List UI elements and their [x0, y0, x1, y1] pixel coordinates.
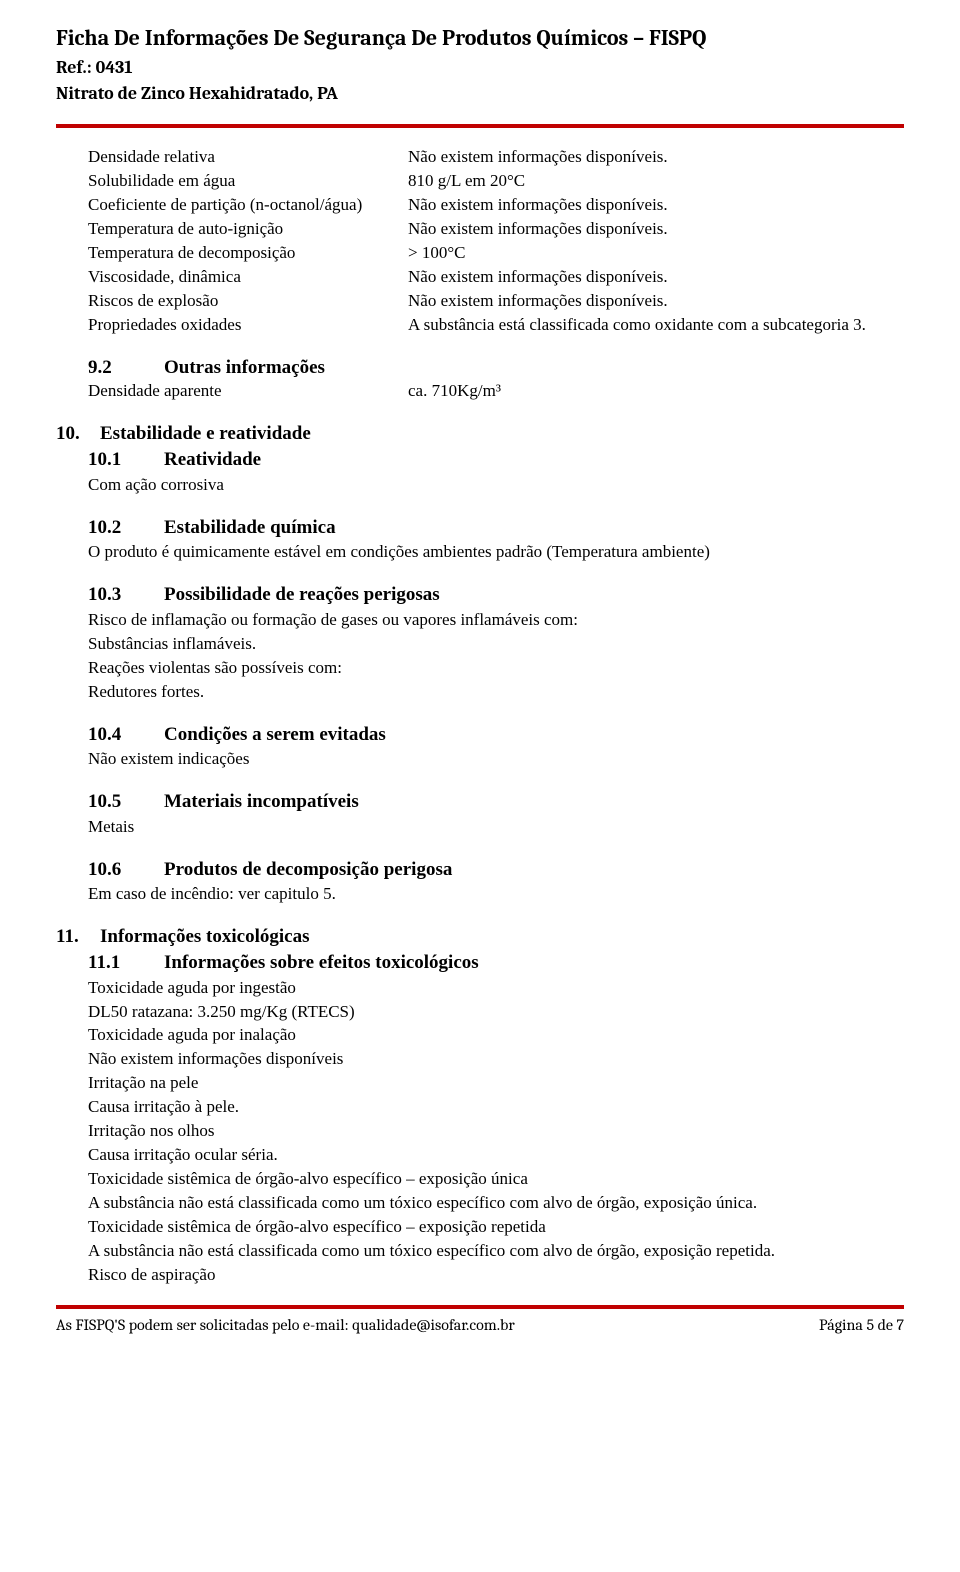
- table-row: Temperatura de decomposição> 100°C: [88, 242, 904, 265]
- prop-value: Não existem informações disponíveis.: [408, 194, 904, 217]
- prop-value: Não existem informações disponíveis.: [408, 218, 904, 241]
- prop-label: Densidade relativa: [88, 146, 408, 169]
- section-10-heading: 10.Estabilidade e reatividade: [56, 421, 904, 447]
- body-line: Substâncias inflamáveis.: [88, 633, 904, 656]
- footer-rule: [56, 1305, 904, 1309]
- doc-product: Nitrato de Zinco Hexahidratado, PA: [56, 82, 904, 106]
- body-line: Reações violentas são possíveis com:: [88, 657, 904, 680]
- body-line: DL50 ratazana: 3.250 mg/Kg (RTECS): [88, 1001, 904, 1024]
- section-11-1-heading: 11.1Informações sobre efeitos toxicológi…: [88, 950, 904, 976]
- footer-email: As FISPQ'S podem ser solicitadas pelo e-…: [56, 1315, 515, 1337]
- prop-label: Solubilidade em água: [88, 170, 408, 193]
- section-num: 9.2: [88, 355, 164, 381]
- prop-label: Propriedades oxidades: [88, 314, 408, 337]
- body-text: Em caso de incêndio: ver capitulo 5.: [88, 883, 904, 906]
- table-row: Solubilidade em água810 g/L em 20°C: [88, 170, 904, 193]
- body-line: Causa irritação ocular séria.: [88, 1144, 904, 1167]
- prop-label: Viscosidade, dinâmica: [88, 266, 408, 289]
- section-title: Materiais incompatíveis: [164, 791, 359, 812]
- table-row: Riscos de explosãoNão existem informaçõe…: [88, 290, 904, 313]
- table-row: Coeficiente de partição (n-octanol/água)…: [88, 194, 904, 217]
- prop-label: Riscos de explosão: [88, 290, 408, 313]
- section-title: Estabilidade e reatividade: [100, 423, 311, 444]
- page-content: Densidade relativaNão existem informaçõe…: [56, 146, 904, 1286]
- header-rule: [56, 124, 904, 128]
- body-line: Toxicidade sistêmica de órgão-alvo espec…: [88, 1216, 904, 1239]
- section-title: Condições a serem evitadas: [164, 724, 386, 745]
- body-line: Redutores fortes.: [88, 681, 904, 704]
- body-line: Toxicidade aguda por ingestão: [88, 977, 904, 1000]
- section-10-3-heading: 10.3Possibilidade de reações perigosas: [88, 582, 904, 608]
- body-text: Risco de inflamação ou formação de gases…: [88, 609, 904, 704]
- table-row: Densidade aparente ca. 710Kg/m³: [88, 380, 904, 403]
- section-title: Estabilidade química: [164, 517, 336, 538]
- section-title: Informações toxicológicas: [100, 926, 309, 947]
- body-text: Metais: [88, 816, 904, 839]
- prop-value: Não existem informações disponíveis.: [408, 146, 904, 169]
- section-num: 10.6: [88, 857, 164, 883]
- table-row: Temperatura de auto-igniçãoNão existem i…: [88, 218, 904, 241]
- body-line: Irritação nos olhos: [88, 1120, 904, 1143]
- body-line: Toxicidade aguda por inalação: [88, 1024, 904, 1047]
- doc-title: Ficha De Informações De Segurança De Pro…: [56, 24, 904, 54]
- doc-ref: Ref.: 0431: [56, 56, 904, 80]
- section-num: 11.1: [88, 950, 164, 976]
- section-title: Possibilidade de reações perigosas: [164, 584, 440, 605]
- body-text: Toxicidade aguda por ingestãoDL50 rataza…: [88, 977, 904, 1287]
- body-line: Risco de inflamação ou formação de gases…: [88, 609, 904, 632]
- section-10-2-heading: 10.2Estabilidade química: [88, 515, 904, 541]
- section-num: 10.1: [88, 447, 164, 473]
- prop-value: 810 g/L em 20°C: [408, 170, 904, 193]
- section-11-heading: 11.Informações toxicológicas: [56, 924, 904, 950]
- section-title: Produtos de decomposição perigosa: [164, 859, 452, 880]
- section-num: 10.2: [88, 515, 164, 541]
- section-10-1-heading: 10.1Reatividade: [88, 447, 904, 473]
- section-title: Outras informações: [164, 357, 325, 378]
- body-line: Toxicidade sistêmica de órgão-alvo espec…: [88, 1168, 904, 1191]
- table-row: Densidade relativaNão existem informaçõe…: [88, 146, 904, 169]
- section-10-4-heading: 10.4Condições a serem evitadas: [88, 722, 904, 748]
- section-num: 10.: [56, 421, 100, 447]
- body-line: Risco de aspiração: [88, 1264, 904, 1287]
- body-text: O produto é quimicamente estável em cond…: [88, 541, 904, 564]
- section-num: 10.3: [88, 582, 164, 608]
- body-line: A substância não está classificada como …: [88, 1240, 904, 1263]
- prop-value: ca. 710Kg/m³: [408, 380, 904, 403]
- section-num: 11.: [56, 924, 100, 950]
- section-10-5-heading: 10.5Materiais incompatíveis: [88, 789, 904, 815]
- prop-label: Temperatura de decomposição: [88, 242, 408, 265]
- section-title: Reatividade: [164, 449, 261, 470]
- footer-page-number: Página 5 de 7: [819, 1315, 904, 1337]
- prop-value: Não existem informações disponíveis.: [408, 290, 904, 313]
- prop-value: A substância está classificada como oxid…: [408, 314, 904, 337]
- body-text: Não existem indicações: [88, 748, 904, 771]
- prop-value: > 100°C: [408, 242, 904, 265]
- section-9-properties: Densidade relativaNão existem informaçõe…: [88, 146, 904, 337]
- body-line: Não existem informações disponíveis: [88, 1048, 904, 1071]
- body-line: A substância não está classificada como …: [88, 1192, 904, 1215]
- prop-value: Não existem informações disponíveis.: [408, 266, 904, 289]
- section-title: Informações sobre efeitos toxicológicos: [164, 952, 479, 973]
- body-text: Com ação corrosiva: [88, 474, 904, 497]
- prop-label: Temperatura de auto-ignição: [88, 218, 408, 241]
- body-line: Causa irritação à pele.: [88, 1096, 904, 1119]
- section-9-2-heading: 9.2Outras informações: [88, 355, 904, 381]
- table-row: Viscosidade, dinâmicaNão existem informa…: [88, 266, 904, 289]
- section-10-6-heading: 10.6Produtos de decomposição perigosa: [88, 857, 904, 883]
- section-num: 10.5: [88, 789, 164, 815]
- section-num: 10.4: [88, 722, 164, 748]
- prop-label: Coeficiente de partição (n-octanol/água): [88, 194, 408, 217]
- table-row: Propriedades oxidadesA substância está c…: [88, 314, 904, 337]
- prop-label: Densidade aparente: [88, 380, 408, 403]
- page-footer: As FISPQ'S podem ser solicitadas pelo e-…: [56, 1315, 904, 1337]
- body-line: Irritação na pele: [88, 1072, 904, 1095]
